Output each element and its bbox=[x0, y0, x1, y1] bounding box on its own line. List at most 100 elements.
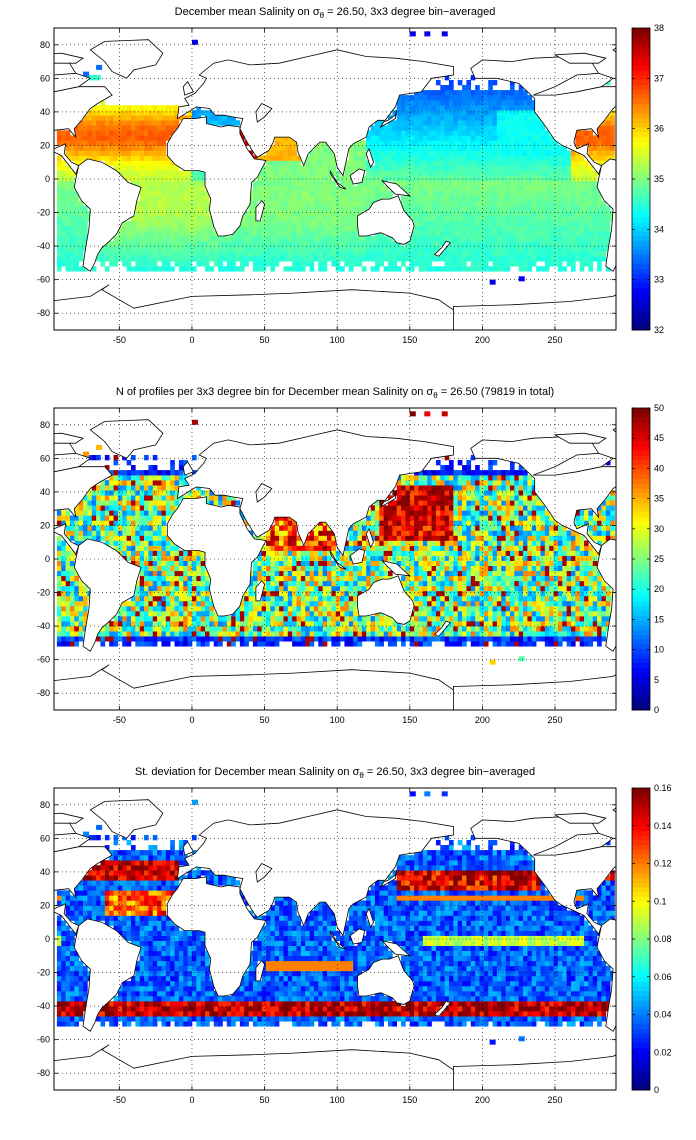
data-cell bbox=[348, 165, 354, 171]
data-cell bbox=[444, 631, 450, 637]
data-cell bbox=[379, 575, 384, 582]
data-cell bbox=[409, 595, 415, 602]
data-cell bbox=[104, 120, 110, 126]
data-cell bbox=[435, 605, 441, 612]
data-cell bbox=[318, 266, 323, 272]
data-cell bbox=[562, 155, 567, 161]
data-cell bbox=[557, 145, 563, 151]
data-cell bbox=[422, 616, 428, 622]
data-cell bbox=[584, 165, 589, 171]
data-cell bbox=[157, 215, 162, 222]
data-cell bbox=[135, 130, 140, 136]
data-cell bbox=[187, 225, 193, 232]
data-cell bbox=[483, 251, 489, 257]
data-cell bbox=[104, 140, 110, 146]
data-cell bbox=[239, 636, 245, 642]
data-cell bbox=[126, 155, 132, 161]
data-cell bbox=[144, 145, 149, 151]
data-cell bbox=[444, 195, 450, 202]
data-cell bbox=[165, 241, 171, 247]
data-cell bbox=[575, 130, 580, 136]
data-cell bbox=[422, 231, 428, 237]
data-cell bbox=[187, 251, 193, 257]
data-cell bbox=[557, 200, 563, 207]
data-cell bbox=[592, 236, 598, 242]
data-cell bbox=[418, 170, 424, 176]
data-cell bbox=[170, 170, 175, 176]
data-cell bbox=[191, 170, 197, 176]
data-cell bbox=[414, 231, 419, 237]
data-cell bbox=[392, 165, 398, 171]
data-cell bbox=[122, 246, 127, 252]
data-cell bbox=[252, 251, 258, 257]
data-cell bbox=[257, 195, 262, 202]
data-cell bbox=[453, 150, 459, 156]
data-cell bbox=[152, 626, 158, 632]
data-cell bbox=[274, 220, 280, 227]
data-cell bbox=[205, 241, 210, 247]
data-cell bbox=[553, 590, 559, 597]
data-cell bbox=[174, 575, 180, 582]
data-cell bbox=[274, 180, 280, 187]
data-cell bbox=[135, 145, 140, 151]
data-cell bbox=[518, 225, 524, 232]
data-cell bbox=[427, 595, 432, 602]
coastline bbox=[553, 52, 607, 64]
x-tick-label: -50 bbox=[113, 335, 126, 345]
data-cell bbox=[440, 195, 445, 202]
data-cell bbox=[357, 621, 363, 627]
data-cell bbox=[462, 100, 467, 106]
data-cell bbox=[549, 611, 554, 617]
data-cell bbox=[453, 631, 459, 637]
data-cell bbox=[205, 636, 210, 642]
data-cell bbox=[78, 210, 84, 217]
data-cell bbox=[374, 160, 380, 166]
data-cell bbox=[374, 251, 380, 257]
data-cell bbox=[409, 100, 415, 106]
data-cell bbox=[183, 195, 188, 202]
data-cell bbox=[557, 251, 563, 257]
data-cell bbox=[470, 215, 476, 222]
data-cell bbox=[348, 195, 354, 202]
data-cell bbox=[287, 636, 293, 642]
data-cell bbox=[130, 215, 136, 222]
data-cell bbox=[144, 165, 149, 171]
data-cell bbox=[274, 570, 280, 577]
data-cell bbox=[148, 266, 154, 272]
data-cell bbox=[488, 575, 493, 582]
data-cell bbox=[191, 570, 197, 577]
data-cell bbox=[361, 585, 367, 592]
data-cell bbox=[165, 580, 171, 587]
data-cell bbox=[462, 170, 467, 176]
data-cell bbox=[144, 155, 149, 161]
data-cell bbox=[505, 190, 511, 197]
data-cell bbox=[109, 241, 114, 247]
data-cell bbox=[405, 150, 411, 156]
data-cell bbox=[401, 150, 406, 156]
data-cell bbox=[440, 120, 445, 126]
data-cell bbox=[509, 105, 515, 111]
data-cell bbox=[196, 175, 201, 181]
data-cell bbox=[514, 175, 520, 181]
data-cell bbox=[83, 125, 88, 131]
data-cell bbox=[575, 256, 580, 262]
data-cell bbox=[514, 120, 520, 126]
data-cell bbox=[178, 241, 184, 247]
data-cell bbox=[483, 590, 489, 597]
data-cell bbox=[130, 236, 136, 242]
data-cell bbox=[183, 225, 188, 232]
data-cell bbox=[335, 565, 341, 572]
data-cell bbox=[283, 195, 289, 202]
data-cell bbox=[348, 231, 354, 237]
data-cell bbox=[305, 231, 310, 237]
data-cell bbox=[300, 205, 306, 212]
data-cell bbox=[213, 246, 219, 252]
data-cell bbox=[579, 595, 585, 602]
data-cell bbox=[183, 600, 188, 607]
data-cell bbox=[165, 180, 171, 187]
data-cell bbox=[296, 595, 302, 602]
data-cell bbox=[440, 105, 445, 111]
data-cell bbox=[283, 175, 289, 181]
data-cell bbox=[579, 241, 585, 247]
data-cell bbox=[353, 595, 358, 602]
